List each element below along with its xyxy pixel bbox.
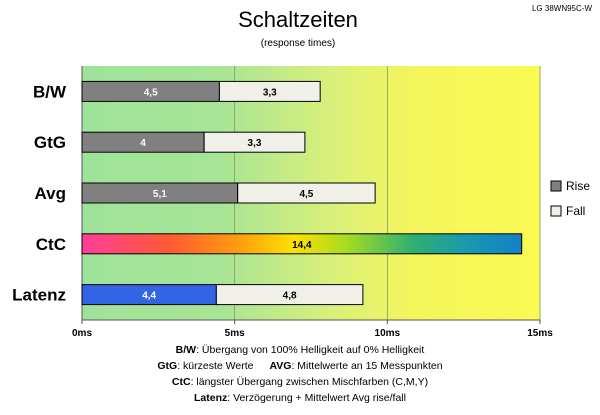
legend-swatch-fall [550, 205, 562, 217]
bar-label-ctc-rise: 14,4 [292, 240, 312, 251]
tick-label-15: 15ms [527, 328, 553, 339]
footnote-bw-key: B/W [175, 344, 197, 356]
chart-subtitle: (response times) [261, 38, 335, 49]
footnote-ctc: CtC: längster Übergang zwischen Mischfar… [60, 374, 540, 390]
model-name: LG 38WN95C-W [532, 4, 592, 13]
chart-title: Schaltzeiten [238, 7, 358, 32]
bar-label-latenz-fall: 4,8 [283, 291, 297, 302]
category-label-b-w: B/W [33, 82, 67, 101]
tick-label-0: 0ms [72, 328, 92, 339]
bar-label-avg-rise: 5,1 [153, 189, 167, 200]
bar-latenz-fall [215, 284, 364, 306]
category-label-ctc: CtC [36, 235, 66, 254]
bar-label-latenz-rise: 4,4 [142, 291, 156, 302]
footnotes: B/W: Übergang von 100% Helligkeit auf 0%… [60, 342, 540, 406]
footnote-gtg-avg: GtG: kürzeste Werte AVG: Mittelwerte an 1… [60, 358, 540, 374]
bar-b-w-fall [218, 80, 321, 102]
bar-label-b-w-rise: 4,5 [144, 87, 158, 98]
legend-swatch-rise [550, 180, 562, 192]
footnote-latenz-text: : Verzögerung + Mittelwert Avg rise/fall [227, 392, 406, 404]
footnote-latenz: Latenz: Verzögerung + Mittelwert Avg ris… [60, 390, 540, 406]
x-axis-ticks: 0ms 5ms 10ms 15ms [72, 320, 553, 339]
bars: 4,5 3,3 4 3,3 5,1 4,5 14,4 4,4 4,8 [81, 80, 523, 306]
category-label-gtg: GtG [34, 133, 66, 152]
category-label-latenz: Latenz [12, 286, 66, 305]
bar-label-gtg-fall: 3,3 [248, 138, 262, 149]
footnote-ctc-text: : längster Übergang zwischen Mischfarben… [190, 376, 429, 388]
legend-label-fall: Fall [566, 204, 585, 218]
tick-label-10: 10ms [375, 328, 401, 339]
footnote-avg-text: : Mittelwerte an 15 Messpunkten [291, 360, 443, 372]
footnote-gtg-text: : kürzeste Werte [177, 360, 254, 372]
footnote-gtg-key: GtG [157, 360, 178, 372]
category-label-avg: Avg [35, 184, 67, 203]
bar-ctc-rise [81, 233, 523, 255]
footnote-latenz-key: Latenz [194, 392, 228, 404]
bar-gtg-fall [203, 131, 306, 153]
tick-label-5: 5ms [225, 328, 245, 339]
legend: Rise Fall [550, 179, 590, 218]
bar-label-avg-fall: 4,5 [299, 189, 313, 200]
category-labels: B/W GtG Avg CtC Latenz [12, 82, 67, 304]
legend-label-rise: Rise [566, 179, 590, 193]
bar-avg-fall [237, 182, 376, 204]
footnote-avg-key: AVG [269, 360, 292, 372]
footnote-ctc-key: CtC [171, 376, 191, 388]
bar-label-gtg-rise: 4 [140, 138, 146, 149]
footnote-bw-text: : Übergang von 100% Helligkeit auf 0% He… [196, 344, 425, 356]
bar-label-b-w-fall: 3,3 [263, 87, 277, 98]
footnote-bw: B/W: Übergang von 100% Helligkeit auf 0%… [60, 342, 540, 358]
